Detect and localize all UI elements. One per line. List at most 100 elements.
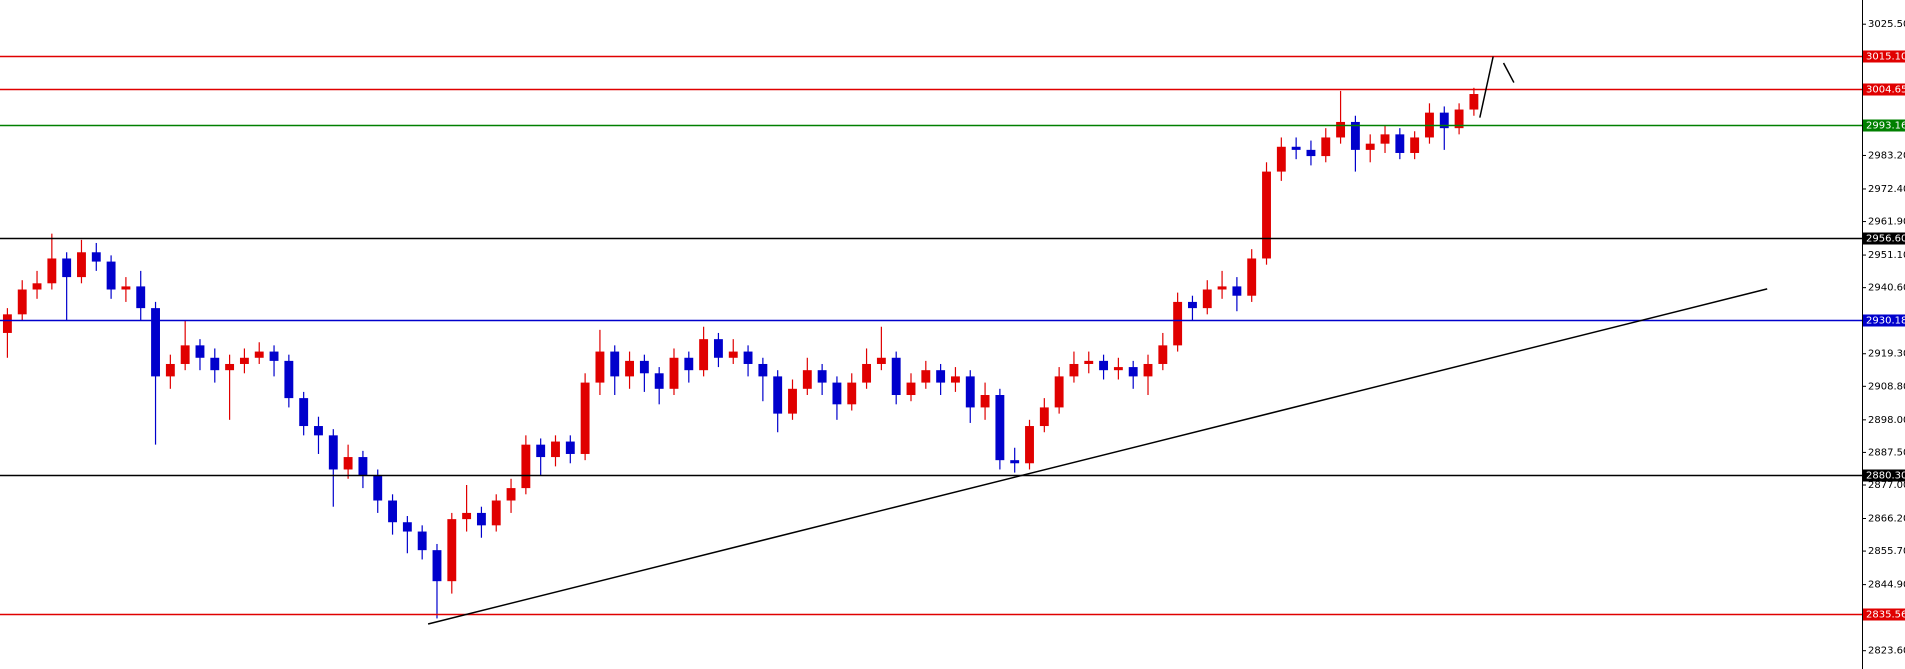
y-tick-label: 2823.60 bbox=[1868, 646, 1905, 657]
candle-body bbox=[699, 339, 709, 371]
y-tick-label: 2940.60 bbox=[1868, 283, 1905, 294]
candle-body bbox=[269, 351, 279, 361]
candle-body bbox=[802, 370, 812, 389]
candle-body bbox=[491, 500, 501, 526]
candle-body bbox=[551, 441, 560, 458]
candle-body bbox=[62, 258, 72, 278]
candle-body bbox=[817, 370, 827, 383]
candle-body bbox=[402, 522, 412, 532]
y-tick-label: 3025.50 bbox=[1868, 19, 1905, 30]
candle-body bbox=[639, 360, 649, 374]
candle-body bbox=[610, 351, 620, 377]
candle-body bbox=[758, 363, 768, 377]
candle-body bbox=[328, 435, 338, 470]
candle-body bbox=[773, 376, 783, 414]
level-label: 2930.18 bbox=[1866, 316, 1905, 327]
candle-body bbox=[1262, 171, 1271, 259]
candle-body bbox=[1276, 146, 1286, 172]
y-tick-label: 2951.10 bbox=[1868, 250, 1905, 261]
candle-body bbox=[32, 283, 42, 290]
candle-body bbox=[1039, 407, 1049, 427]
candle-body bbox=[950, 376, 960, 383]
candle-body bbox=[1306, 149, 1316, 157]
candle-body bbox=[195, 345, 205, 358]
candle-body bbox=[1202, 289, 1212, 309]
candle-body bbox=[1454, 109, 1464, 129]
level-label-box bbox=[1863, 608, 1905, 621]
candle-body bbox=[254, 351, 264, 358]
y-tick-label: 2877.00 bbox=[1868, 480, 1905, 491]
candle-body bbox=[1439, 112, 1449, 129]
y-tick-label: 2844.90 bbox=[1868, 580, 1905, 591]
y-tick-label: 2855.70 bbox=[1868, 546, 1905, 557]
candle-body bbox=[1217, 286, 1227, 290]
candle-body bbox=[1380, 134, 1390, 144]
candle-body bbox=[106, 261, 116, 290]
candle-body bbox=[1395, 134, 1405, 153]
candle-body bbox=[1350, 121, 1360, 150]
candle-body bbox=[965, 376, 975, 408]
candle-body bbox=[876, 357, 886, 364]
candle-body bbox=[91, 252, 101, 262]
candle-body bbox=[373, 475, 383, 501]
candle-body bbox=[995, 395, 1005, 461]
candle-body bbox=[580, 382, 590, 454]
candle-body bbox=[1410, 137, 1420, 153]
candle-body bbox=[239, 357, 249, 364]
candle-body bbox=[1025, 426, 1034, 464]
candle-body bbox=[788, 388, 797, 414]
candle-body bbox=[1469, 94, 1479, 110]
candle-body bbox=[121, 286, 131, 290]
y-tick-label: 2866.20 bbox=[1868, 514, 1905, 525]
candle-body bbox=[1336, 121, 1346, 138]
candle-body bbox=[565, 441, 575, 454]
candle-body bbox=[358, 457, 368, 476]
candle-body bbox=[862, 363, 872, 383]
y-tick-label: 2908.80 bbox=[1868, 381, 1905, 392]
y-tick-label: 2919.30 bbox=[1868, 349, 1905, 360]
candle-body bbox=[1188, 301, 1197, 309]
candle-body bbox=[1069, 363, 1079, 377]
candle-body bbox=[136, 286, 146, 309]
y-tick-label: 2972.40 bbox=[1868, 184, 1905, 195]
candle-body bbox=[476, 512, 486, 526]
candle-body bbox=[1084, 360, 1094, 364]
candle-body bbox=[225, 363, 235, 371]
candle-body bbox=[713, 339, 723, 358]
candle-body bbox=[906, 382, 916, 396]
candle-body bbox=[1143, 363, 1153, 377]
candle-body bbox=[625, 360, 634, 377]
level-label: 2993.16 bbox=[1866, 121, 1905, 132]
candle-body bbox=[921, 370, 931, 383]
level-label-box bbox=[1863, 83, 1905, 96]
trend-line bbox=[1479, 56, 1494, 118]
candle-body bbox=[284, 360, 294, 399]
candle-body bbox=[151, 308, 160, 377]
candle-body bbox=[1158, 345, 1168, 364]
candle-body bbox=[299, 398, 309, 427]
level-label-box bbox=[1863, 232, 1905, 245]
candle-body bbox=[536, 444, 546, 458]
candle-body bbox=[1365, 143, 1375, 150]
level-label: 2835.56 bbox=[1866, 610, 1905, 621]
candle-body bbox=[47, 258, 57, 284]
candle-body bbox=[1247, 258, 1257, 296]
trend-line bbox=[1502, 62, 1515, 83]
candle-body bbox=[180, 345, 190, 364]
level-label-box bbox=[1863, 50, 1905, 63]
candle-body bbox=[417, 531, 427, 551]
y-tick-label: 2983.20 bbox=[1868, 150, 1905, 161]
level-label: 2956.60 bbox=[1866, 234, 1905, 245]
candle-body bbox=[1010, 460, 1020, 464]
candle-body bbox=[506, 488, 516, 501]
level-label-box bbox=[1863, 119, 1905, 132]
candle-body bbox=[210, 357, 220, 371]
candle-body bbox=[314, 426, 323, 436]
level-label-box bbox=[1863, 469, 1905, 482]
candle-body bbox=[1321, 137, 1331, 157]
y-tick-label: 2961.90 bbox=[1868, 217, 1905, 228]
candle-body bbox=[1232, 286, 1242, 296]
candle-body bbox=[1173, 301, 1183, 346]
candle-body bbox=[832, 382, 842, 405]
